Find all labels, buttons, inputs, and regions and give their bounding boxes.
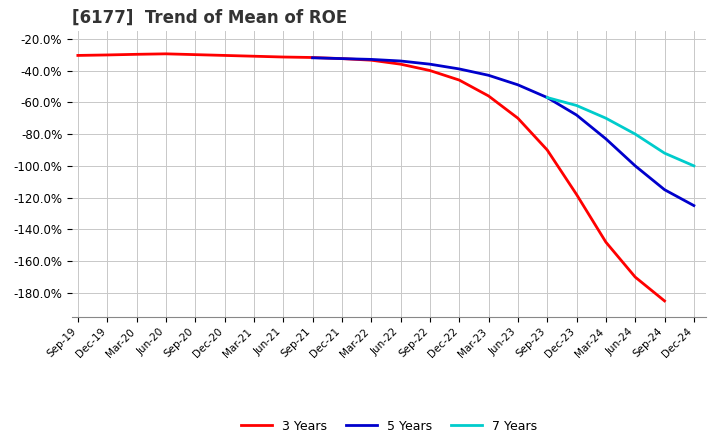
3 Years (631, 275, 639, 280)
3 Years (513, 116, 522, 121)
5 Years (455, 66, 464, 72)
5 Years (485, 73, 493, 78)
3 Years (191, 52, 199, 57)
Legend: 3 Years, 5 Years, 7 Years: 3 Years, 5 Years, 7 Years (235, 414, 542, 437)
7 Years (660, 150, 669, 156)
3 Years (250, 54, 258, 59)
3 Years (426, 68, 434, 73)
3 Years (543, 147, 552, 153)
Line: 3 Years: 3 Years (78, 54, 665, 301)
5 Years (396, 59, 405, 64)
3 Years (279, 55, 287, 60)
5 Years (660, 187, 669, 192)
5 Years (513, 82, 522, 88)
3 Years (132, 51, 141, 57)
5 Years (426, 62, 434, 67)
7 Years (601, 116, 610, 121)
5 Years (601, 136, 610, 142)
3 Years (220, 53, 229, 58)
3 Years (396, 62, 405, 67)
7 Years (543, 95, 552, 100)
3 Years (367, 58, 376, 63)
3 Years (308, 55, 317, 60)
3 Years (455, 77, 464, 83)
Line: 7 Years: 7 Years (547, 98, 694, 166)
3 Years (485, 93, 493, 99)
3 Years (601, 239, 610, 245)
Text: [6177]  Trend of Mean of ROE: [6177] Trend of Mean of ROE (72, 8, 347, 26)
5 Years (543, 95, 552, 100)
5 Years (308, 55, 317, 60)
5 Years (338, 56, 346, 61)
7 Years (631, 132, 639, 137)
3 Years (572, 192, 581, 197)
7 Years (690, 163, 698, 169)
3 Years (161, 51, 170, 56)
5 Years (690, 203, 698, 208)
5 Years (631, 163, 639, 169)
3 Years (73, 53, 82, 58)
7 Years (572, 103, 581, 108)
5 Years (572, 112, 581, 117)
5 Years (367, 57, 376, 62)
Line: 5 Years: 5 Years (312, 58, 694, 205)
3 Years (660, 298, 669, 304)
3 Years (338, 56, 346, 61)
3 Years (103, 52, 112, 58)
